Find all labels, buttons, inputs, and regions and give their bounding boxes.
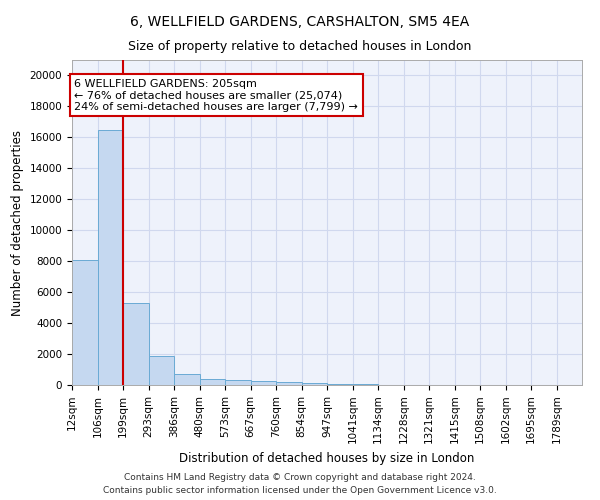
Bar bbox=[149, 356, 174, 385]
Bar bbox=[174, 374, 200, 385]
Text: Contains HM Land Registry data © Crown copyright and database right 2024.
Contai: Contains HM Land Registry data © Crown c… bbox=[103, 474, 497, 495]
Bar bbox=[302, 383, 327, 385]
Text: Size of property relative to detached houses in London: Size of property relative to detached ho… bbox=[128, 40, 472, 53]
Bar bbox=[72, 260, 98, 385]
Bar bbox=[353, 384, 378, 385]
Y-axis label: Number of detached properties: Number of detached properties bbox=[11, 130, 24, 316]
Bar bbox=[123, 303, 149, 385]
Bar bbox=[98, 130, 123, 385]
Text: 6 WELLFIELD GARDENS: 205sqm
← 76% of detached houses are smaller (25,074)
24% of: 6 WELLFIELD GARDENS: 205sqm ← 76% of det… bbox=[74, 78, 358, 112]
X-axis label: Distribution of detached houses by size in London: Distribution of detached houses by size … bbox=[179, 452, 475, 465]
Bar bbox=[276, 382, 302, 385]
Text: 6, WELLFIELD GARDENS, CARSHALTON, SM5 4EA: 6, WELLFIELD GARDENS, CARSHALTON, SM5 4E… bbox=[130, 15, 470, 29]
Bar bbox=[251, 381, 276, 385]
Bar bbox=[327, 384, 353, 385]
Bar bbox=[200, 380, 225, 385]
Bar bbox=[225, 380, 251, 385]
